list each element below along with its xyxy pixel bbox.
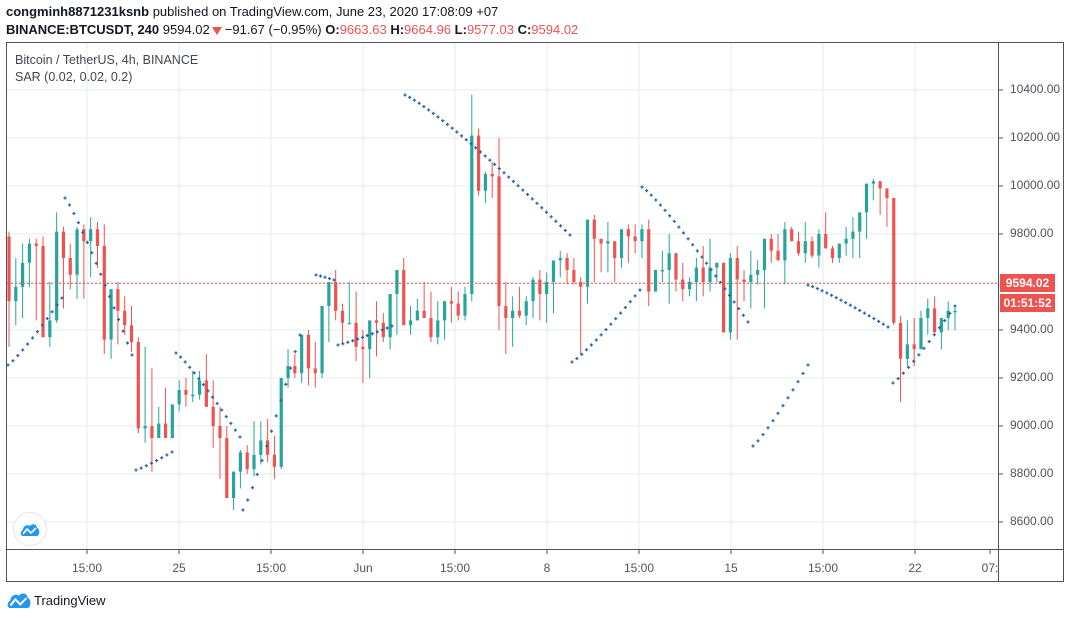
legend-title: Bitcoin / TetherUS, 4h, BINANCE [15, 53, 199, 67]
time-tick-label: 15:00 [623, 561, 655, 575]
tradingview-logo-icon [7, 593, 31, 608]
high-value: 9664.96 [404, 22, 452, 37]
time-tick-label: 15 [724, 561, 738, 575]
countdown-label: 01:51:52 [1000, 294, 1055, 312]
symbol-info: BINANCE:BTCUSDT, 240 9594.02 −91.67 (−0.9… [6, 22, 578, 37]
open-value: 9663.63 [339, 22, 387, 37]
symbol-interval: BINANCE:BTCUSDT, 240 [6, 22, 160, 37]
legend-indicator[interactable]: SAR (0.02, 0.02, 0.2) [15, 70, 133, 84]
brand-name: TradingView [34, 592, 106, 608]
chart-frame [6, 42, 1064, 582]
price-tick-label: 10000.00 [1010, 178, 1061, 192]
price-tick-label: 8600.00 [1010, 514, 1054, 528]
time-tick-label: 15:00 [807, 561, 839, 575]
price-tick-label: 9800.00 [1010, 226, 1054, 240]
tradingview-watermark[interactable] [13, 512, 47, 546]
footer-brand[interactable]: TradingView [6, 592, 106, 608]
time-tick-label: 07: [981, 561, 999, 575]
price-tick-label: 9400.00 [1010, 322, 1054, 336]
price-tick-label: 9000.00 [1010, 418, 1054, 432]
time-tick-label: 15:00 [439, 561, 471, 575]
time-tick-label: Jun [353, 561, 373, 575]
tradingview-logo-icon [20, 523, 40, 536]
time-tick-label: 22 [908, 561, 922, 575]
time-tick-label: 15:00 [71, 561, 103, 575]
price-tick-label: 10200.00 [1010, 130, 1061, 144]
open-label: O: [325, 22, 340, 37]
last-price: 9594.02 [162, 22, 210, 37]
time-tick-label: 25 [172, 561, 186, 575]
close-label: C: [517, 22, 532, 37]
price-change: −91.67 (−0.95%) [224, 22, 322, 37]
low-value: 9577.03 [466, 22, 514, 37]
publish-info: congminh8871231ksnb published on Trading… [6, 4, 498, 19]
price-tick-label: 9200.00 [1010, 370, 1054, 384]
high-label: H: [390, 22, 405, 37]
publish-text: published on TradingView.com, June 23, 2… [152, 4, 499, 19]
time-tick-label: 15:00 [255, 561, 287, 575]
time-tick-label: 8 [543, 561, 551, 575]
down-arrow-icon [211, 26, 222, 35]
chart-legend: Bitcoin / TetherUS, 4h, BINANCE SAR (0.0… [15, 52, 198, 86]
close-value: 9594.02 [531, 22, 579, 37]
author-name[interactable]: congminh8871231ksnb [6, 4, 150, 19]
current-price-label: 9594.02 [1000, 274, 1055, 292]
price-tick-label: 10400.00 [1010, 82, 1061, 96]
low-label: L: [454, 22, 467, 37]
price-tick-label: 8800.00 [1010, 466, 1054, 480]
